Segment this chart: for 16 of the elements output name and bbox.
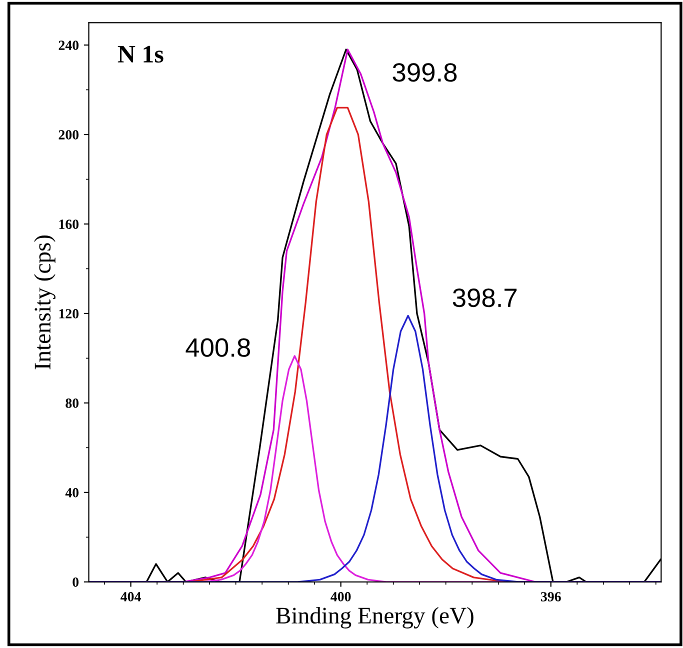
x-tick-label: 404: [120, 592, 141, 602]
x-axis-title: Binding Energy (eV): [276, 607, 474, 628]
y-tick-label: 0: [72, 577, 79, 587]
y-tick-label: 160: [59, 220, 79, 229]
x-tick-label: 400: [330, 592, 351, 602]
y-tick-label: 40: [65, 488, 79, 498]
y-tick-label: 80: [66, 398, 79, 408]
y-tick-label: 240: [58, 40, 79, 50]
annotation: 398.7: [452, 288, 517, 308]
text: N 1s: [118, 46, 164, 63]
annotation: 400.8: [186, 338, 250, 357]
y-tick-label: 120: [59, 309, 79, 318]
y-axis-title: Intensity (cps): [34, 235, 56, 370]
x-tick-label: 396: [540, 592, 561, 602]
y-tick-label: 200: [58, 130, 79, 140]
annotation: 399.8: [392, 63, 457, 82]
